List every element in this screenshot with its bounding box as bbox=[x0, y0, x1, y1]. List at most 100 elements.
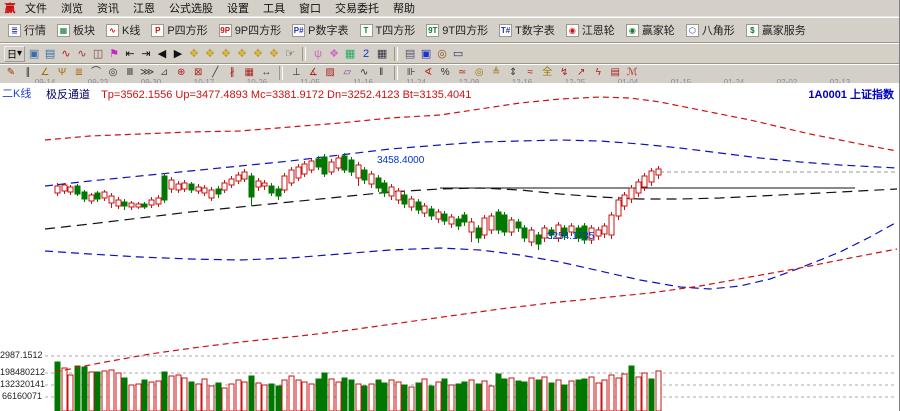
gann-wheel-button[interactable]: ◉ 江恩轮 bbox=[561, 19, 620, 41]
winner-service-icon: $ bbox=[745, 23, 759, 37]
wing-icon[interactable]: ℳ bbox=[626, 66, 638, 78]
channel-icon[interactable]: ∦ bbox=[229, 66, 235, 78]
menu-item-9[interactable]: 帮助 bbox=[393, 3, 415, 15]
capture-icon[interactable]: ◎ bbox=[437, 47, 447, 60]
p-number-table-button[interactable]: P# P数字表 bbox=[287, 19, 353, 41]
last-bar-icon[interactable]: ⇥ bbox=[141, 47, 151, 60]
t-number-table-button[interactable]: T# T数字表 bbox=[494, 19, 560, 41]
prev-bar-icon[interactable]: ◀ bbox=[157, 47, 167, 60]
grid-green-icon[interactable]: ▦ bbox=[344, 47, 356, 60]
date-tick: 01-04 bbox=[618, 78, 638, 87]
winner-service-button[interactable]: $ 赢家服务 bbox=[741, 19, 811, 41]
gann-fan-icon[interactable]: Ψ bbox=[57, 66, 67, 78]
kline-button[interactable]: ∿ K线 bbox=[101, 19, 145, 41]
measure-icon[interactable]: ⇕ bbox=[509, 66, 518, 78]
polygon-icon[interactable]: ▱ bbox=[343, 66, 352, 78]
tab-kline[interactable]: 二K线 bbox=[2, 88, 32, 100]
p-square-button[interactable]: P P四方形 bbox=[146, 19, 212, 41]
menu-item-8[interactable]: 交易委托 bbox=[335, 3, 379, 15]
angle-ruler-icon[interactable]: ⊿ bbox=[160, 66, 169, 78]
next-bar-icon[interactable]: ▶ bbox=[173, 47, 183, 60]
kline-box-icon[interactable]: ◫ bbox=[92, 47, 104, 60]
region-box-icon[interactable]: ⊠ bbox=[194, 66, 203, 78]
chart-canvas[interactable] bbox=[0, 83, 900, 411]
gann-diamond-3-icon[interactable]: ✥ bbox=[221, 47, 231, 60]
date-tick: 10-26 bbox=[247, 78, 267, 87]
squiggle-icon[interactable]: ≈ bbox=[527, 66, 533, 78]
gann-diamond-2-icon[interactable]: ✥ bbox=[205, 47, 215, 60]
slope-icon[interactable]: ∢ bbox=[424, 66, 433, 78]
golden-circle-icon[interactable]: ◎ bbox=[474, 66, 484, 78]
window-tile-icon[interactable]: ▣ bbox=[28, 47, 40, 60]
calendar-2-icon[interactable]: 2 bbox=[362, 47, 370, 60]
kline-icon: ∿ bbox=[106, 23, 119, 37]
winner-wheel-button[interactable]: ◉ 赢家轮 bbox=[621, 19, 680, 41]
trendline-icon[interactable]: ╱ bbox=[212, 66, 219, 78]
menu-item-0[interactable]: 文件 bbox=[25, 3, 47, 15]
circle-tool-icon[interactable]: ◎ bbox=[108, 66, 118, 78]
menu-item-5[interactable]: 设置 bbox=[227, 3, 249, 15]
quotes-button[interactable]: ≣ 行情 bbox=[3, 19, 51, 41]
wave-icon[interactable]: ∿ bbox=[360, 66, 369, 78]
gann-diamond-4-icon[interactable]: ✥ bbox=[237, 47, 247, 60]
stat-bars-icon[interactable]: ⊪ bbox=[406, 66, 416, 78]
menu-item-4[interactable]: 公式选股 bbox=[169, 3, 213, 15]
menu-item-2[interactable]: 资讯 bbox=[97, 3, 119, 15]
gann-angle-icon[interactable]: ∠ bbox=[40, 66, 50, 78]
monitor-icon[interactable]: ▭ bbox=[452, 47, 464, 60]
retrace-icon[interactable]: ≃ bbox=[458, 66, 467, 78]
stroke1-icon[interactable]: ↯ bbox=[560, 66, 569, 78]
first-bar-icon[interactable]: ⇤ bbox=[125, 47, 135, 60]
gann-diamond-1-icon[interactable]: ✥ bbox=[189, 47, 199, 60]
hand-tool-icon[interactable]: ☞ bbox=[285, 47, 295, 60]
resize-icon[interactable]: ↔ bbox=[261, 66, 272, 78]
arc-icon[interactable]: ⌒ bbox=[91, 66, 101, 78]
pencil-icon[interactable]: ✎ bbox=[6, 66, 16, 78]
cycle-lines-icon[interactable]: Ⅲ bbox=[126, 66, 134, 78]
balance-icon[interactable]: ⊥ bbox=[291, 66, 301, 78]
menu-item-6[interactable]: 工具 bbox=[263, 3, 285, 15]
9p-square-icon: 9P bbox=[218, 23, 232, 37]
gold-tool-icon[interactable]: 全 bbox=[542, 66, 553, 78]
toolbar-button-label: 9T四方形 bbox=[442, 25, 489, 37]
indicator-name[interactable]: 极反通道 bbox=[46, 89, 90, 101]
data-table-icon[interactable]: ▦ bbox=[376, 47, 388, 60]
kline-small-icon[interactable]: ∿ bbox=[61, 47, 71, 60]
menu-item-1[interactable]: 浏览 bbox=[61, 3, 83, 15]
label-mark-icon[interactable]: ❖ bbox=[329, 47, 339, 60]
menu-bar: 赢 文件 浏览 资讯 江恩 公式选股 设置 工具 窗口 交易委托 帮助 bbox=[0, 0, 899, 17]
octagon-button[interactable]: ⬡ 八角形 bbox=[681, 19, 740, 41]
golden-level-icon[interactable]: ≜ bbox=[492, 66, 501, 78]
menu-item-3[interactable]: 江恩 bbox=[133, 3, 155, 15]
stroke2-icon[interactable]: ↗ bbox=[577, 66, 586, 78]
period-day-dropdown[interactable]: 日 ▾ bbox=[4, 45, 26, 62]
flag-icon[interactable]: ⚑ bbox=[109, 47, 119, 60]
9p-square-button[interactable]: 9P 9P四方形 bbox=[214, 19, 286, 41]
volume-axis-label-2: 132320141 bbox=[0, 379, 46, 389]
chart-pane-icon[interactable]: ▤ bbox=[44, 47, 56, 60]
parallel-lines-icon[interactable]: ∥ bbox=[25, 66, 31, 78]
price-mark-icon[interactable]: ψ bbox=[314, 47, 322, 60]
box-fill-icon[interactable]: ▨ bbox=[325, 66, 335, 78]
red-grid2-icon[interactable]: ▤ bbox=[610, 66, 620, 78]
kline-style-icon[interactable]: ∿ bbox=[77, 47, 87, 60]
9t-square-button[interactable]: 9T 9T四方形 bbox=[421, 19, 493, 41]
grid-red-icon[interactable]: ▦ bbox=[244, 66, 254, 78]
gann-diamond-6-icon[interactable]: ✥ bbox=[269, 47, 279, 60]
menu-item-7[interactable]: 窗口 bbox=[299, 3, 321, 15]
fan2-icon[interactable]: ∡ bbox=[308, 66, 318, 78]
gann-diamond-5-icon[interactable]: ✥ bbox=[253, 47, 263, 60]
notes-icon[interactable]: ▤ bbox=[404, 47, 416, 60]
gann-grid-icon[interactable]: ≣ bbox=[74, 66, 84, 78]
save-icon[interactable]: ▣ bbox=[420, 47, 432, 60]
target-icon[interactable]: ⊕ bbox=[177, 66, 186, 78]
toolbar-button-label: 行情 bbox=[24, 25, 46, 37]
time-zone-icon[interactable]: ⋙ bbox=[140, 66, 155, 78]
zigzag-icon[interactable]: ϟ bbox=[595, 66, 601, 78]
bars-icon[interactable]: ‖ bbox=[379, 66, 384, 78]
toolbar-button-label: 9P四方形 bbox=[234, 25, 282, 37]
toolbar-button-label: K线 bbox=[122, 25, 141, 37]
t-square-button[interactable]: T T四方形 bbox=[355, 19, 421, 41]
sectors-button[interactable]: ▦ 板块 bbox=[52, 19, 100, 41]
percent-icon[interactable]: % bbox=[440, 66, 450, 78]
